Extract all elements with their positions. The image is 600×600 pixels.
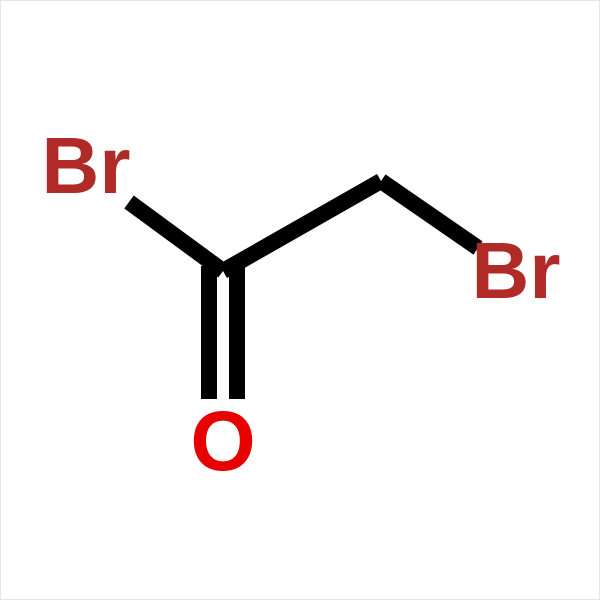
atom-label-br-left: Br: [42, 126, 131, 206]
molecule-canvas: Br Br O: [0, 0, 600, 600]
atom-label-o: O: [190, 399, 255, 483]
atom-label-br-right: Br: [472, 231, 561, 311]
